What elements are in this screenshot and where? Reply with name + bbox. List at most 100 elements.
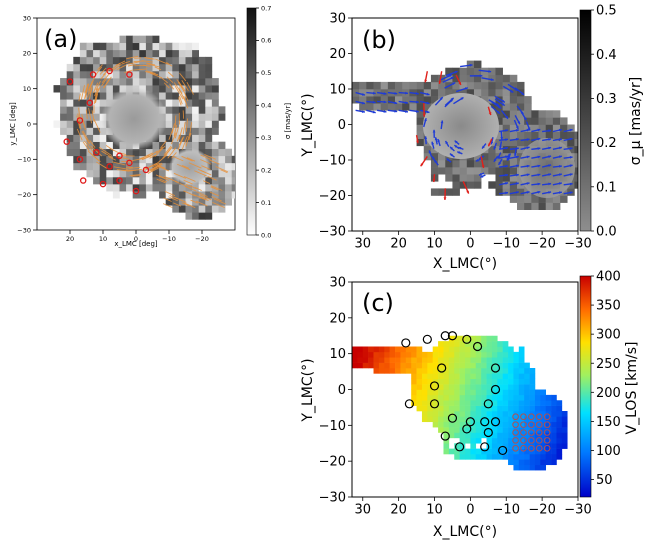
dispersion-cell xyxy=(86,127,94,135)
orange-vector xyxy=(150,163,163,172)
dispersion-cell xyxy=(192,127,199,135)
dispersion-cell xyxy=(560,124,568,132)
velocity-cell xyxy=(545,421,552,428)
velocity-cell xyxy=(438,373,444,380)
dispersion-cell xyxy=(430,81,439,90)
velocity-cell xyxy=(491,437,498,444)
velocity-cell xyxy=(454,389,460,396)
dispersion-cell xyxy=(93,78,100,86)
proper-motion-arrowhead xyxy=(452,82,456,86)
dispersion-cell xyxy=(66,127,74,135)
dispersion-cell xyxy=(159,78,166,86)
velocity-cell xyxy=(427,362,434,369)
red-circle-marker xyxy=(142,166,150,174)
velocity-cell xyxy=(443,389,450,396)
dispersion-cell xyxy=(119,42,127,51)
panel-a-colorbar-label: σ [mas/yr] xyxy=(284,103,292,140)
orange-vector xyxy=(190,199,199,204)
dispersion-cell xyxy=(502,160,511,168)
black-circle-marker xyxy=(455,442,465,452)
dispersion-cell xyxy=(402,103,410,111)
orange-vector xyxy=(166,76,174,83)
red-circle-marker xyxy=(132,187,140,195)
dispersion-cell xyxy=(524,131,532,139)
dispersion-cell xyxy=(172,198,180,206)
dispersion-cell xyxy=(119,49,127,58)
dispersion-cell xyxy=(545,195,554,203)
velocity-cell xyxy=(481,454,487,460)
proper-motion-arrowhead xyxy=(548,173,552,177)
dispersion-cell xyxy=(205,78,213,86)
velocity-cell xyxy=(491,421,498,428)
velocity-cell xyxy=(529,454,536,460)
dispersion-cell xyxy=(352,96,360,104)
velocity-cell xyxy=(513,384,520,390)
velocity-cell xyxy=(470,341,477,347)
orange-vector xyxy=(185,118,188,132)
dispersion-cell xyxy=(445,74,453,83)
velocity-cell xyxy=(454,405,460,412)
proper-motion-arrowhead xyxy=(548,155,552,159)
velocity-cell xyxy=(475,432,482,439)
dispersion-cell xyxy=(192,113,199,121)
dispersion-cell xyxy=(531,124,539,132)
proper-motion-arrowhead xyxy=(405,91,408,95)
dispersion-cell xyxy=(205,198,213,206)
velocity-cell xyxy=(518,437,525,444)
smc-grid-circle xyxy=(520,413,527,421)
dispersion-cell xyxy=(416,96,425,104)
orange-vector xyxy=(155,58,169,65)
proper-motion-arrowhead xyxy=(510,89,514,93)
smc-grid-circle xyxy=(528,429,535,436)
velocity-cell xyxy=(497,416,503,423)
dispersion-cell xyxy=(517,202,525,210)
velocity-cell xyxy=(395,368,401,374)
velocity-cell xyxy=(497,357,503,363)
smc-grid-circle xyxy=(535,429,543,436)
dispersion-cell xyxy=(159,99,166,107)
dispersion-cell xyxy=(416,117,425,125)
orange-vector xyxy=(175,181,188,187)
proper-motion-arrowhead xyxy=(438,80,442,84)
dispersion-cell xyxy=(380,96,389,104)
proper-motion-arrowhead xyxy=(526,182,530,185)
proper-motion-arrowhead xyxy=(515,137,519,141)
dispersion-cell xyxy=(159,177,166,185)
dispersion-cell xyxy=(495,167,503,175)
proper-motion-arrowhead xyxy=(569,182,573,186)
velocity-cell xyxy=(545,437,552,444)
panel-a-xlabel: x_LMC [deg] xyxy=(114,240,158,248)
velocity-cell xyxy=(502,405,509,412)
dispersion-cell xyxy=(172,85,180,93)
black-circle-marker xyxy=(440,331,450,341)
dispersion-cell xyxy=(495,131,503,139)
dispersion-cell xyxy=(112,85,120,93)
velocity-cell xyxy=(524,464,530,471)
dispersion-cell xyxy=(366,81,374,90)
dispersion-cell xyxy=(517,131,525,139)
proper-motion-arrowhead xyxy=(498,161,502,165)
velocity-cell xyxy=(540,394,547,401)
dispersion-cell xyxy=(165,148,173,157)
dispersion-cell xyxy=(145,85,153,93)
proper-motion-arrowhead xyxy=(443,197,447,201)
velocity-cell xyxy=(502,394,509,401)
velocity-cell xyxy=(411,378,417,385)
dispersion-cell xyxy=(66,106,74,114)
velocity-cell xyxy=(416,400,423,406)
panel-c-tag: (c) xyxy=(362,289,394,317)
dispersion-cell xyxy=(524,124,532,132)
orange-vector xyxy=(159,178,167,183)
orange-vector xyxy=(200,196,209,201)
proper-motion-arrowhead xyxy=(501,102,505,106)
dispersion-cell xyxy=(119,35,127,44)
y-tick-label: −20 xyxy=(319,189,346,204)
proper-motion-arrowhead xyxy=(559,191,562,195)
dispersion-cell xyxy=(86,99,94,107)
velocity-cell xyxy=(470,432,477,439)
dispersion-cell xyxy=(205,134,213,142)
dispersion-cell xyxy=(60,120,67,128)
dispersion-cell xyxy=(430,96,439,104)
dispersion-cell xyxy=(192,99,199,107)
